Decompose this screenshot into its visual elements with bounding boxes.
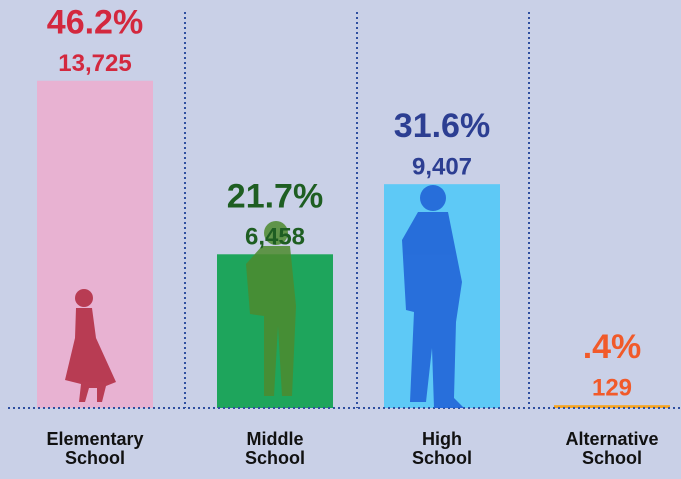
category-label: Elementary School xyxy=(46,429,143,468)
percent-label: .4% xyxy=(583,328,642,366)
category-label: Middle School xyxy=(245,429,305,468)
percent-label: 46.2% xyxy=(47,4,143,42)
silhouette xyxy=(246,221,296,396)
silhouette xyxy=(402,185,464,408)
percent-label: 31.6% xyxy=(394,107,490,145)
count-label: 9,407 xyxy=(412,154,472,181)
percent-label: 21.7% xyxy=(227,177,323,215)
count-label: 13,725 xyxy=(58,50,131,77)
count-label: 6,458 xyxy=(245,224,305,251)
category-label: High School xyxy=(412,429,472,468)
silhouette xyxy=(65,289,116,402)
count-label: 129 xyxy=(592,375,632,402)
silhouettes xyxy=(65,185,464,408)
category-label: Alternative School xyxy=(565,429,658,468)
bar xyxy=(554,405,670,408)
